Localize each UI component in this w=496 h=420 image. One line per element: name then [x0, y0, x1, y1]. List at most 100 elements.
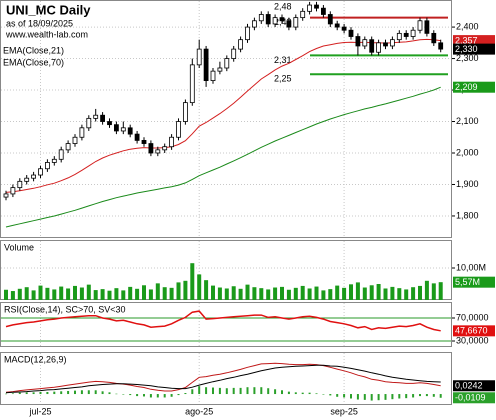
histogram-bar — [246, 387, 249, 395]
histogram-bar — [74, 390, 76, 395]
histogram-bar — [425, 394, 428, 397]
histogram-bar — [412, 394, 415, 398]
volume-bar — [217, 287, 222, 300]
histogram-bar — [156, 394, 159, 398]
last-value-box — [453, 35, 495, 47]
volume-bar — [107, 290, 112, 300]
volume-bar — [280, 286, 284, 300]
histogram-bar — [212, 387, 214, 395]
pane-frame — [0, 0, 452, 238]
histogram-bar — [184, 393, 187, 395]
y-tick-label: 2,000 — [456, 147, 479, 157]
volume-bar — [362, 287, 367, 300]
volume-bar — [376, 284, 381, 300]
candle-body — [72, 136, 78, 144]
candle-body — [189, 64, 195, 104]
histogram-bar — [80, 390, 83, 395]
volume-bar — [252, 287, 257, 300]
histogram-bar — [225, 388, 228, 395]
candle-body — [293, 17, 299, 28]
candle-body — [127, 127, 133, 135]
candle-body — [396, 32, 402, 41]
pane-frame — [0, 302, 452, 347]
histogram-bar — [370, 394, 373, 401]
volume-bar — [300, 285, 305, 300]
candle-body — [286, 20, 292, 28]
candle-body — [369, 39, 375, 53]
candle-body — [327, 14, 333, 25]
histogram-bar — [136, 394, 139, 397]
volume-bar — [355, 282, 360, 300]
histogram-bar — [87, 390, 90, 395]
histogram-bar — [32, 392, 35, 395]
histogram-bar — [163, 394, 166, 398]
candle-body — [79, 127, 85, 138]
candle-body — [3, 193, 9, 198]
last-value-box — [453, 276, 495, 288]
level-label: 2,43 — [274, 17, 292, 27]
legend-entry: EMA(Close,21) — [3, 45, 64, 55]
volume-bar — [79, 287, 84, 300]
histogram-bar — [218, 387, 221, 395]
histogram-bar — [432, 394, 435, 397]
volume-bar — [93, 290, 98, 300]
histogram-bar — [101, 391, 104, 395]
last-value-label: 2,209 — [455, 82, 478, 92]
level-label: 2,31 — [274, 55, 292, 65]
volume-bar — [424, 280, 429, 300]
pane-title: MACD(12,26,9) — [4, 354, 67, 364]
candle-body — [410, 29, 416, 37]
candle-body — [45, 162, 50, 170]
candle-body — [38, 168, 43, 176]
y-tick-label: 1,800 — [456, 210, 479, 220]
volume-bar — [438, 282, 443, 300]
macd-line — [5, 364, 441, 394]
candle-body — [334, 23, 340, 28]
histogram-bar — [53, 391, 56, 395]
volume-bar — [204, 280, 209, 300]
volume-bar — [52, 289, 57, 300]
volume-bar — [211, 285, 215, 300]
candle-body — [300, 10, 306, 19]
candle-body — [217, 67, 223, 72]
histogram-bar — [232, 387, 235, 395]
last-value-label: 5,57M — [455, 277, 480, 287]
histogram-bar — [198, 386, 201, 395]
y-tick-label: 30,0000 — [456, 335, 489, 345]
pane-title: RSI(Close,14), SC>70, SV<30 — [4, 304, 126, 314]
histogram-bar — [60, 391, 63, 395]
histogram-bar — [67, 390, 70, 395]
candle-body — [100, 114, 105, 122]
last-value-label: 2,357 — [455, 35, 478, 45]
volume-bar — [66, 288, 71, 300]
histogram-bar — [356, 394, 359, 400]
candle-body — [376, 42, 382, 53]
candle-body — [383, 42, 388, 47]
volume-bar — [24, 287, 29, 300]
histogram-bar — [287, 391, 290, 395]
candle-body — [141, 140, 147, 144]
volume-bar — [328, 289, 333, 300]
candle-body — [307, 4, 313, 12]
candle-body — [424, 20, 430, 34]
last-value-label: 47,6670 — [455, 326, 488, 336]
volume-bar — [390, 286, 395, 300]
histogram-bar — [122, 394, 125, 395]
volume-bar — [73, 285, 77, 300]
histogram-bar — [336, 394, 339, 397]
level-label: 2,48 — [274, 1, 292, 11]
volume-bar — [411, 287, 416, 300]
ema-line — [5, 38, 441, 193]
source: www.wealth-lab.com — [5, 29, 88, 39]
volume-bar — [135, 288, 140, 300]
candle-body — [169, 136, 175, 148]
volume-bar — [404, 289, 409, 300]
histogram-bar — [329, 394, 332, 396]
histogram-bar — [384, 394, 387, 400]
candle-body — [438, 42, 444, 50]
volume-bar — [383, 288, 388, 300]
histogram-bar — [439, 394, 442, 398]
volume-bar — [286, 289, 291, 300]
